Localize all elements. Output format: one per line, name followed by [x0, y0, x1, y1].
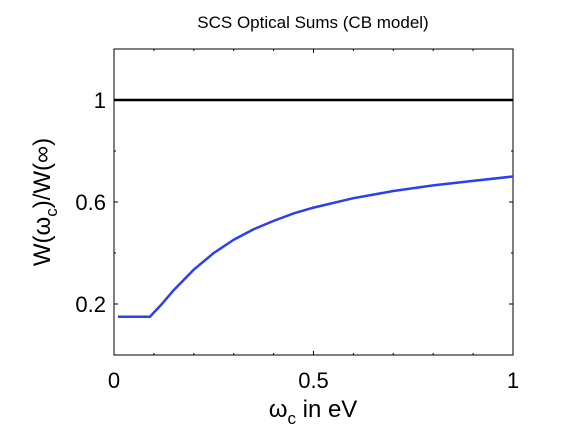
y-tick-label: 0.6 — [75, 190, 106, 215]
x-tick-label: 0.5 — [298, 368, 329, 393]
x-axis-label-base: ω — [269, 396, 288, 423]
x-tick-label: 0 — [108, 368, 120, 393]
y-axis-label-pre: W(ω — [29, 217, 56, 266]
tick-labels: 0 0.5 1 0.2 0.6 1 — [75, 88, 519, 393]
x-tick-label: 1 — [507, 368, 519, 393]
y-tick-label: 1 — [94, 88, 106, 113]
y-axis-label-post: )/W(∞) — [29, 138, 56, 208]
y-axis-label-subscript: c — [42, 208, 61, 217]
chart-title: SCS Optical Sums (CB model) — [197, 13, 428, 32]
series-line-1 — [117, 175, 514, 318]
x-axis-label-subscript: c — [287, 409, 296, 428]
plot-area — [113, 48, 514, 356]
x-axis-label: ωc in eV — [269, 396, 358, 428]
y-tick-label: 0.2 — [75, 292, 106, 317]
series-layer — [114, 98, 514, 318]
x-axis-label-rest: in eV — [296, 396, 357, 423]
y-axis-label: W(ωc)/W(∞) — [29, 138, 61, 266]
